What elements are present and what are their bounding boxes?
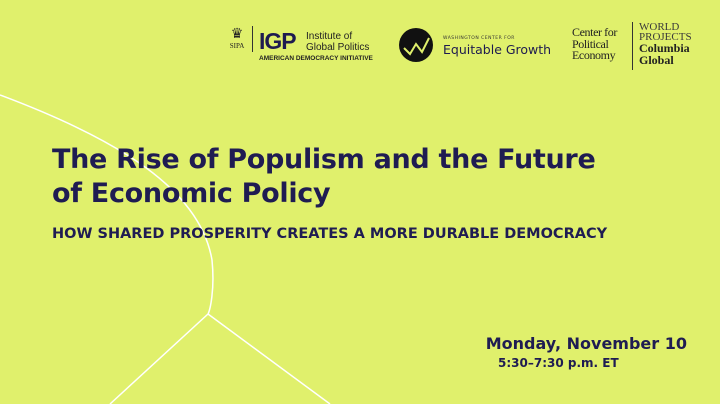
equitable-growth-logo-icon xyxy=(399,28,433,62)
sipa-logo: ♛ SIPA xyxy=(224,27,250,51)
event-date: Monday, November 10 xyxy=(485,334,687,353)
igp-initiative: AMERICAN DEMOCRACY INITIATIVE xyxy=(259,55,373,62)
igp-logo: IGP xyxy=(259,28,297,54)
title-line-2: of Economic Policy xyxy=(52,178,331,209)
crown-icon: ♛ xyxy=(230,27,244,42)
event-title: The Rise of Populism and the Future of E… xyxy=(52,143,596,211)
sipa-text: SIPA xyxy=(229,42,245,50)
igp-name: Institute of Global Politics xyxy=(306,31,370,53)
divider xyxy=(252,26,253,52)
divider xyxy=(632,22,633,70)
washington-center-text: WASHINGTON CENTER FOR xyxy=(443,36,515,41)
equitable-growth-text: Equitable Growth xyxy=(443,42,552,57)
center-political-economy-logo: Center for Political Economy xyxy=(572,25,617,62)
event-subtitle: HOW SHARED PROSPERITY CREATES A MORE DUR… xyxy=(52,226,608,242)
columbia-global-text: Columbia Global xyxy=(639,41,690,67)
event-time: 5:30–7:30 p.m. ET xyxy=(498,356,619,370)
title-line-1: The Rise of Populism and the Future xyxy=(52,144,596,175)
world-projects-text: WORLD PROJECTS xyxy=(639,21,692,43)
